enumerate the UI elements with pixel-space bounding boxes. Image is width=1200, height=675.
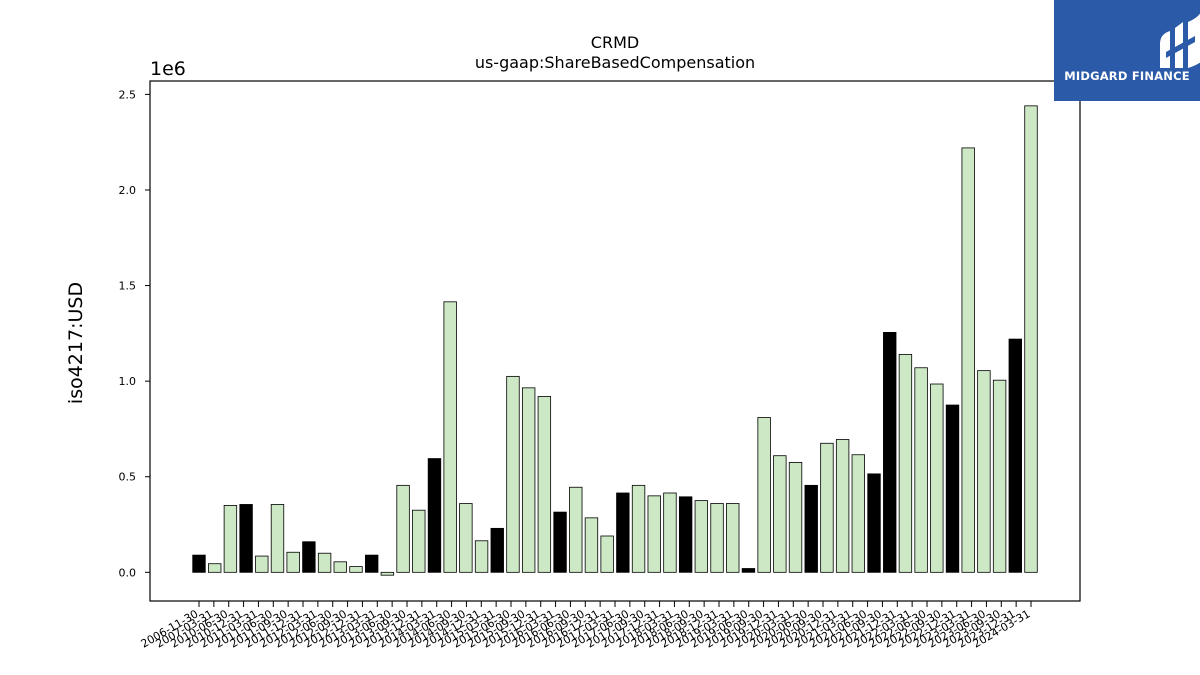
- bar-28: [631, 484, 646, 573]
- bar-21: [521, 387, 536, 573]
- bar-27: [616, 492, 630, 573]
- bar-3: [239, 504, 253, 573]
- bar-2: [223, 505, 238, 573]
- bar-4: [255, 555, 269, 573]
- bar-1: [208, 563, 222, 573]
- bar-34: [726, 503, 740, 573]
- y-tick-label-5: 2.5: [119, 88, 137, 101]
- bar-49: [961, 147, 975, 573]
- y-tick-label-4: 2.0: [119, 184, 137, 197]
- bar-53: [1024, 105, 1038, 573]
- brand-logo: MIDGARD FINANCE: [1054, 0, 1200, 101]
- bar-5: [270, 504, 285, 573]
- bar-19: [490, 527, 504, 573]
- bar-52: [1008, 338, 1022, 573]
- bar-30: [663, 492, 677, 573]
- bar-43: [867, 473, 881, 573]
- bar-0: [192, 554, 206, 573]
- chart-title: CRMD: [591, 33, 639, 52]
- y-tick-label-0: 0.0: [119, 566, 137, 579]
- bar-32: [694, 500, 709, 573]
- bar-7: [302, 541, 316, 573]
- bar-29: [647, 495, 661, 573]
- bar-51: [992, 379, 1007, 573]
- bar-41: [835, 439, 850, 573]
- bar-39: [804, 484, 818, 573]
- bar-18: [474, 540, 489, 573]
- bar-9: [333, 561, 347, 573]
- bar-36: [757, 417, 771, 573]
- midgard-logo-icon: [1160, 13, 1200, 68]
- bar-38: [788, 461, 803, 573]
- bar-22: [537, 396, 552, 573]
- bar-10: [349, 566, 363, 573]
- chart-subtitle: us-gaap:ShareBasedCompensation: [475, 53, 755, 72]
- y-tick-label-1: 0.5: [119, 471, 137, 484]
- y-scale-label: 1e6: [150, 58, 186, 80]
- bar-11: [364, 554, 379, 573]
- bar-15: [427, 458, 442, 573]
- bar-46: [914, 367, 928, 573]
- bar-12: [380, 571, 395, 576]
- y-axis-label: iso4217:USD: [65, 282, 87, 404]
- x-ticks: 2006-11-302007-03-312010-06-302010-12-31…: [139, 601, 1033, 651]
- bar-14: [412, 509, 426, 573]
- bar-47: [930, 383, 944, 573]
- bar-50: [977, 370, 991, 573]
- bar-16: [443, 301, 457, 573]
- bar-37: [773, 455, 787, 573]
- logo-text: MIDGARD FINANCE: [1064, 69, 1190, 83]
- bar-35: [741, 568, 756, 573]
- bars: [192, 105, 1038, 576]
- bar-31: [678, 496, 693, 573]
- bar-48: [945, 404, 960, 573]
- bar-24: [569, 486, 583, 573]
- bar-33: [710, 503, 724, 573]
- bar-8: [317, 552, 332, 573]
- bar-40: [820, 442, 834, 573]
- bar-17: [459, 503, 473, 573]
- bar-44: [883, 331, 897, 573]
- bar-42: [851, 454, 865, 573]
- bar-45: [898, 353, 913, 573]
- bar-23: [553, 511, 567, 573]
- y-tick-label-2: 1.0: [119, 375, 137, 388]
- y-ticks: 0.0 0.5 1.0 1.5 2.0 2.5: [119, 88, 150, 579]
- y-tick-label-3: 1.5: [119, 280, 137, 293]
- bar-20: [506, 375, 520, 573]
- bar-6: [286, 551, 300, 573]
- bar-13: [396, 484, 410, 573]
- bar-26: [600, 535, 614, 573]
- bar-25: [584, 517, 599, 573]
- plot-frame: [149, 80, 1081, 602]
